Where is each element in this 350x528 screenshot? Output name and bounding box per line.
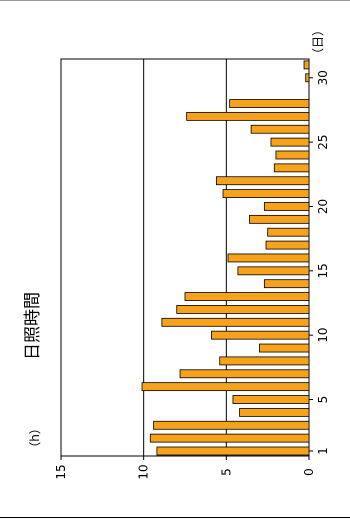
bar-day-24 [275, 150, 310, 160]
bar-day-31 [303, 60, 310, 70]
x-tick-label: 15 [316, 263, 330, 278]
x-tick-label: 25 [316, 134, 330, 149]
bar-day-9 [258, 343, 310, 353]
x-tick-label: 30 [316, 70, 330, 85]
y-tick-label: 5 [219, 468, 233, 476]
bars-layer [141, 60, 310, 456]
bar-day-6 [141, 382, 310, 392]
y-axis-ticks: 0 5 10 15 [54, 456, 316, 480]
bar-day-5 [232, 395, 310, 404]
bar-day-3 [153, 420, 310, 430]
bar-day-4 [239, 407, 310, 417]
y-unit-label: （h） [28, 422, 42, 454]
bar-day-22 [216, 176, 310, 186]
x-tick-label: 20 [316, 199, 330, 214]
x-unit-label: （日） [311, 24, 325, 60]
bar-day-23 [273, 163, 310, 173]
bar-day-2 [149, 433, 310, 443]
bar-day-25 [270, 137, 310, 147]
y-tick-label: 10 [137, 464, 151, 479]
y-tick-label: 15 [54, 464, 68, 479]
bar-day-28 [229, 99, 310, 108]
bar-day-19 [249, 214, 310, 224]
bar-day-7 [179, 369, 310, 379]
bar-day-21 [222, 189, 310, 199]
bar-day-26 [250, 124, 310, 134]
bar-day-15 [237, 266, 310, 276]
bar-day-12 [176, 305, 310, 314]
bar-day-11 [161, 317, 310, 327]
bar-day-14 [263, 279, 310, 289]
x-tick-label: 5 [316, 396, 330, 404]
bar-day-27 [186, 111, 310, 121]
x-tick-label: 1 [316, 447, 330, 455]
bar-day-30 [305, 73, 310, 83]
chart-title: 日照時間 [23, 292, 43, 360]
bar-day-16 [227, 253, 310, 263]
bar-day-10 [211, 330, 310, 340]
bar-day-17 [265, 240, 310, 250]
bar-day-1 [156, 446, 310, 456]
x-tick-label: 10 [316, 328, 330, 343]
bar-day-18 [267, 227, 310, 237]
y-tick-label: 0 [302, 468, 316, 476]
bar-day-20 [263, 202, 310, 211]
bar-day-8 [219, 356, 310, 366]
bar-day-13 [184, 292, 310, 301]
